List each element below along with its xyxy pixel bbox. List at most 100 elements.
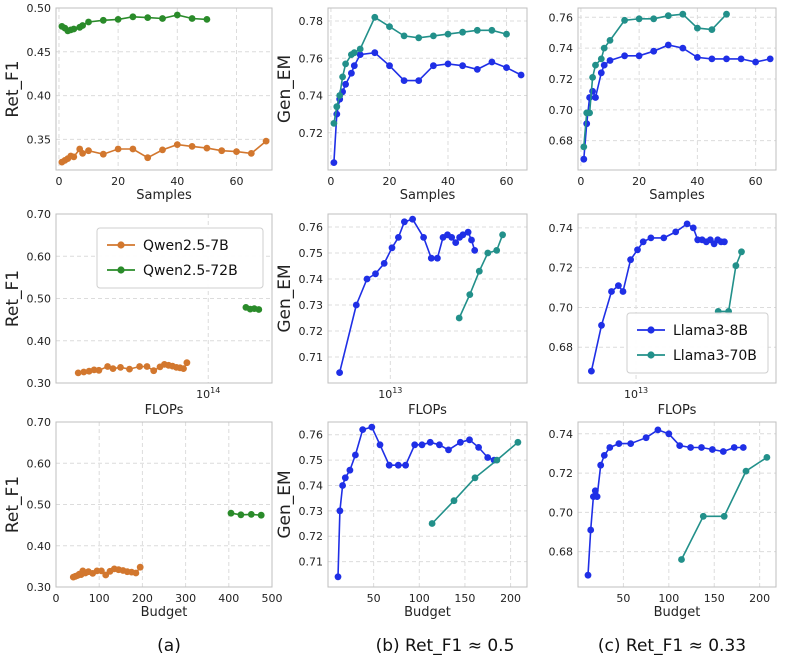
y-tick-label: 0.68 bbox=[549, 546, 574, 559]
data-point bbox=[580, 155, 588, 163]
data-point bbox=[255, 306, 263, 313]
data-point bbox=[409, 215, 416, 223]
data-point bbox=[752, 58, 759, 66]
plot-frame bbox=[577, 7, 777, 171]
data-point bbox=[721, 238, 728, 246]
series-qwen7 bbox=[69, 563, 144, 581]
x-tick-label: 100 bbox=[89, 592, 110, 605]
x-axis-label: Samples bbox=[136, 188, 192, 203]
y-tick-label: 0.76 bbox=[299, 221, 324, 234]
data-point bbox=[352, 451, 359, 459]
data-point bbox=[600, 61, 608, 69]
caption-a: (a) bbox=[157, 636, 181, 656]
x-axis-label: Samples bbox=[649, 188, 705, 203]
data-point bbox=[430, 62, 437, 70]
data-point bbox=[635, 15, 643, 23]
series-llama70 bbox=[678, 454, 771, 563]
data-point bbox=[339, 73, 346, 81]
plot-frame bbox=[577, 213, 777, 384]
series-llama70 bbox=[428, 438, 522, 527]
data-point bbox=[619, 288, 627, 295]
legend-box bbox=[626, 312, 769, 374]
data-point bbox=[660, 234, 668, 242]
x-axis-label: Budget bbox=[141, 605, 188, 620]
x-tick-label: 40 bbox=[441, 175, 455, 188]
data-point bbox=[445, 446, 452, 454]
data-point bbox=[503, 30, 510, 38]
data-point bbox=[592, 61, 599, 69]
data-point bbox=[475, 444, 482, 451]
series-qwen72 bbox=[58, 11, 211, 35]
series-llama8 bbox=[580, 41, 774, 163]
data-point bbox=[415, 77, 423, 84]
data-point bbox=[99, 150, 107, 158]
data-point bbox=[418, 441, 426, 449]
data-point bbox=[333, 103, 341, 111]
y-tick-label: 0.71 bbox=[299, 556, 324, 569]
data-point bbox=[647, 234, 655, 242]
data-point bbox=[448, 234, 456, 241]
y-tick-label: 0.74 bbox=[299, 479, 324, 492]
y-tick-label: 0.71 bbox=[299, 351, 324, 364]
data-point bbox=[371, 49, 379, 57]
chart-panel-c1: 0.68 0.70 0.72 0.74 0.76 0 20 40 60 Samples bbox=[549, 7, 777, 203]
x-tick-label: 0 bbox=[327, 175, 334, 188]
data-point bbox=[363, 275, 371, 283]
data-point bbox=[180, 365, 187, 372]
data-point bbox=[459, 231, 467, 239]
plot-frame bbox=[577, 421, 777, 588]
chart-panel-b1: 0.72 0.74 0.76 0.78 0 20 40 60 Samples Gen_EM bbox=[275, 7, 528, 203]
y-tick-label: 0.30 bbox=[27, 581, 52, 594]
data-point bbox=[709, 446, 716, 453]
y-tick-label: 0.76 bbox=[549, 11, 574, 24]
data-point bbox=[676, 442, 684, 449]
series-llama8 bbox=[330, 49, 525, 167]
series-llama8 bbox=[584, 426, 747, 579]
data-point bbox=[608, 288, 615, 295]
legend-box bbox=[96, 227, 264, 289]
data-point bbox=[683, 220, 691, 228]
series-line bbox=[333, 51, 522, 163]
x-tick-label: 20 bbox=[382, 175, 396, 188]
x-tick-label: 100 bbox=[658, 592, 679, 605]
data-point bbox=[436, 441, 443, 449]
y-axis-label: Gen_EM bbox=[275, 264, 295, 332]
data-point bbox=[732, 262, 740, 270]
data-point bbox=[664, 12, 672, 20]
y-axis-label: Ret_F1 bbox=[3, 270, 23, 327]
legend-swatch-marker bbox=[647, 351, 655, 359]
data-point bbox=[144, 14, 152, 21]
y-tick-label: 0.35 bbox=[27, 133, 52, 146]
data-point bbox=[247, 511, 255, 518]
data-point bbox=[475, 267, 483, 275]
data-point bbox=[606, 57, 614, 64]
data-point bbox=[143, 363, 151, 370]
data-point bbox=[400, 32, 408, 40]
y-tick-label: 0.74 bbox=[299, 273, 324, 286]
x-tick-label: 1013 bbox=[378, 386, 402, 401]
x-axis-label: FLOPs bbox=[145, 403, 184, 418]
data-point bbox=[450, 497, 458, 505]
data-point bbox=[372, 270, 379, 278]
series-llama70 bbox=[714, 248, 745, 315]
data-point bbox=[503, 64, 510, 71]
data-point bbox=[342, 80, 349, 88]
data-point bbox=[126, 365, 133, 373]
x-axis-label: FLOPs bbox=[408, 403, 447, 418]
data-point bbox=[719, 448, 727, 455]
data-point bbox=[587, 526, 595, 534]
data-point bbox=[386, 23, 393, 30]
x-tick-label: 40 bbox=[690, 175, 704, 188]
data-point bbox=[457, 438, 464, 446]
x-tick-label: 60 bbox=[749, 175, 763, 188]
x-tick-label: 60 bbox=[500, 175, 514, 188]
data-point bbox=[188, 15, 196, 22]
data-point bbox=[247, 150, 255, 157]
data-point bbox=[376, 441, 384, 449]
plot-frame bbox=[327, 7, 528, 171]
data-point bbox=[473, 26, 481, 34]
data-point bbox=[334, 573, 342, 581]
data-point bbox=[237, 511, 245, 519]
data-point bbox=[330, 159, 338, 167]
data-point bbox=[386, 62, 393, 70]
